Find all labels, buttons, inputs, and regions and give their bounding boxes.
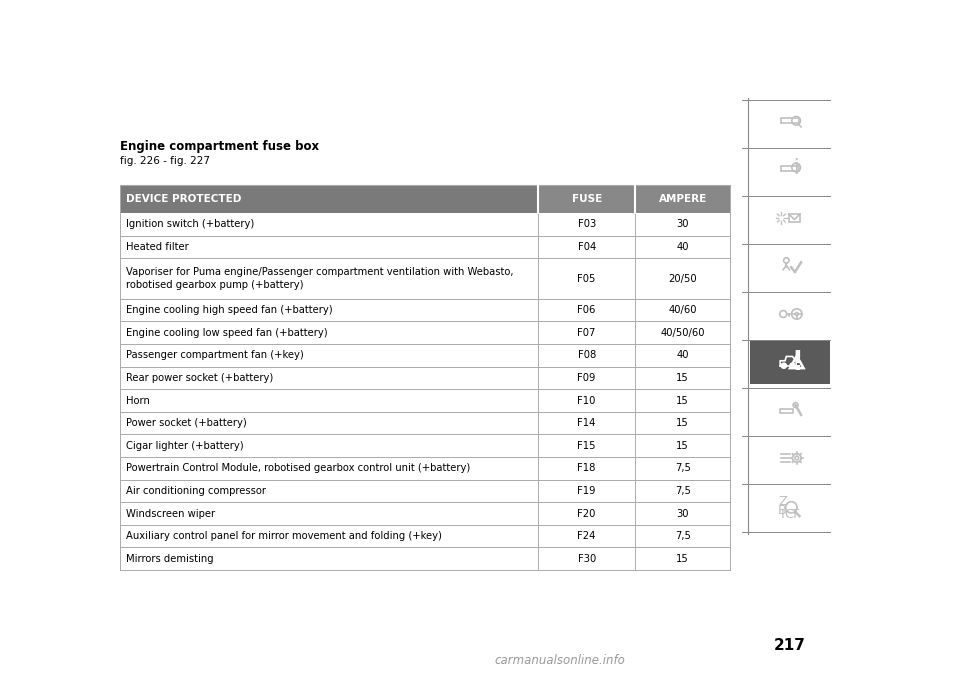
Text: AMPERE: AMPERE: [659, 194, 707, 204]
Text: Z: Z: [778, 495, 787, 508]
Text: Powertrain Control Module, robotised gearbox control unit (+battery): Powertrain Control Module, robotised gea…: [126, 463, 470, 473]
Text: 15: 15: [677, 418, 689, 428]
Text: F24: F24: [578, 531, 596, 541]
Text: 30: 30: [677, 219, 689, 230]
Text: F14: F14: [578, 418, 596, 428]
Bar: [750, 340, 830, 384]
Text: 30: 30: [677, 509, 689, 519]
Text: F19: F19: [577, 486, 596, 496]
Text: 15: 15: [677, 553, 689, 564]
Bar: [781, 166, 799, 171]
Text: T: T: [791, 508, 799, 521]
Bar: [538, 185, 636, 213]
Text: Cigar lighter (+battery): Cigar lighter (+battery): [126, 441, 244, 451]
Text: fig. 226 - fig. 227: fig. 226 - fig. 227: [120, 156, 210, 166]
Text: 15: 15: [677, 396, 689, 405]
Circle shape: [781, 363, 786, 368]
Bar: [750, 100, 830, 144]
Text: Auxiliary control panel for mirror movement and folding (+key): Auxiliary control panel for mirror movem…: [126, 531, 442, 541]
Text: Engine compartment fuse box: Engine compartment fuse box: [120, 140, 319, 153]
Text: Mirrors demisting: Mirrors demisting: [126, 553, 214, 564]
Bar: [781, 117, 799, 123]
Text: 40: 40: [677, 350, 689, 361]
Text: F15: F15: [577, 441, 596, 451]
Text: 217: 217: [774, 638, 806, 653]
Text: FUSE: FUSE: [571, 194, 602, 204]
Text: Air conditioning compressor: Air conditioning compressor: [126, 486, 266, 496]
Circle shape: [790, 363, 795, 368]
Text: 40: 40: [677, 242, 689, 252]
Text: Vaporiser for Puma engine/Passenger compartment ventilation with Webasto,
roboti: Vaporiser for Puma engine/Passenger comp…: [126, 267, 514, 290]
Text: 40/60: 40/60: [668, 305, 697, 315]
Text: DEVICE PROTECTED: DEVICE PROTECTED: [126, 194, 241, 204]
Bar: [750, 292, 830, 336]
Text: 20/50: 20/50: [668, 274, 697, 284]
Text: Rear power socket (+battery): Rear power socket (+battery): [126, 373, 274, 383]
Bar: [750, 388, 830, 432]
Text: F20: F20: [578, 509, 596, 519]
Bar: [120, 185, 538, 213]
Text: F04: F04: [578, 242, 596, 252]
Text: 15: 15: [677, 441, 689, 451]
Text: Passenger compartment fan (+key): Passenger compartment fan (+key): [126, 350, 303, 361]
Text: F07: F07: [578, 328, 596, 337]
Text: Power socket (+battery): Power socket (+battery): [126, 418, 247, 428]
Text: !: !: [791, 350, 803, 375]
Bar: [789, 214, 800, 222]
Text: Heated filter: Heated filter: [126, 242, 189, 252]
Bar: [750, 484, 830, 532]
Text: Engine cooling high speed fan (+battery): Engine cooling high speed fan (+battery): [126, 305, 332, 315]
Text: F18: F18: [578, 463, 596, 473]
Text: 15: 15: [677, 373, 689, 383]
Bar: [750, 436, 830, 480]
Text: F03: F03: [578, 219, 596, 230]
Bar: [780, 409, 793, 413]
Text: F09: F09: [578, 373, 596, 383]
Text: F30: F30: [578, 553, 596, 564]
Text: 7,5: 7,5: [675, 531, 690, 541]
Text: 40/50/60: 40/50/60: [660, 328, 705, 337]
Text: C: C: [784, 508, 793, 521]
Text: 7,5: 7,5: [675, 463, 690, 473]
Text: F06: F06: [578, 305, 596, 315]
Text: carmanualsonline.info: carmanualsonline.info: [494, 654, 625, 667]
Text: Engine cooling low speed fan (+battery): Engine cooling low speed fan (+battery): [126, 328, 327, 337]
Text: F10: F10: [578, 396, 596, 405]
Bar: [750, 148, 830, 192]
Bar: [750, 196, 830, 240]
Text: Horn: Horn: [126, 396, 150, 405]
Text: Windscreen wiper: Windscreen wiper: [126, 509, 215, 519]
Text: F08: F08: [578, 350, 596, 361]
Text: i: i: [793, 158, 799, 177]
Text: I: I: [780, 508, 784, 521]
Text: F05: F05: [578, 274, 596, 284]
Bar: [636, 185, 730, 213]
Text: Ignition switch (+battery): Ignition switch (+battery): [126, 219, 254, 230]
Bar: [750, 244, 830, 288]
Text: 7,5: 7,5: [675, 486, 690, 496]
Text: B: B: [779, 504, 787, 517]
